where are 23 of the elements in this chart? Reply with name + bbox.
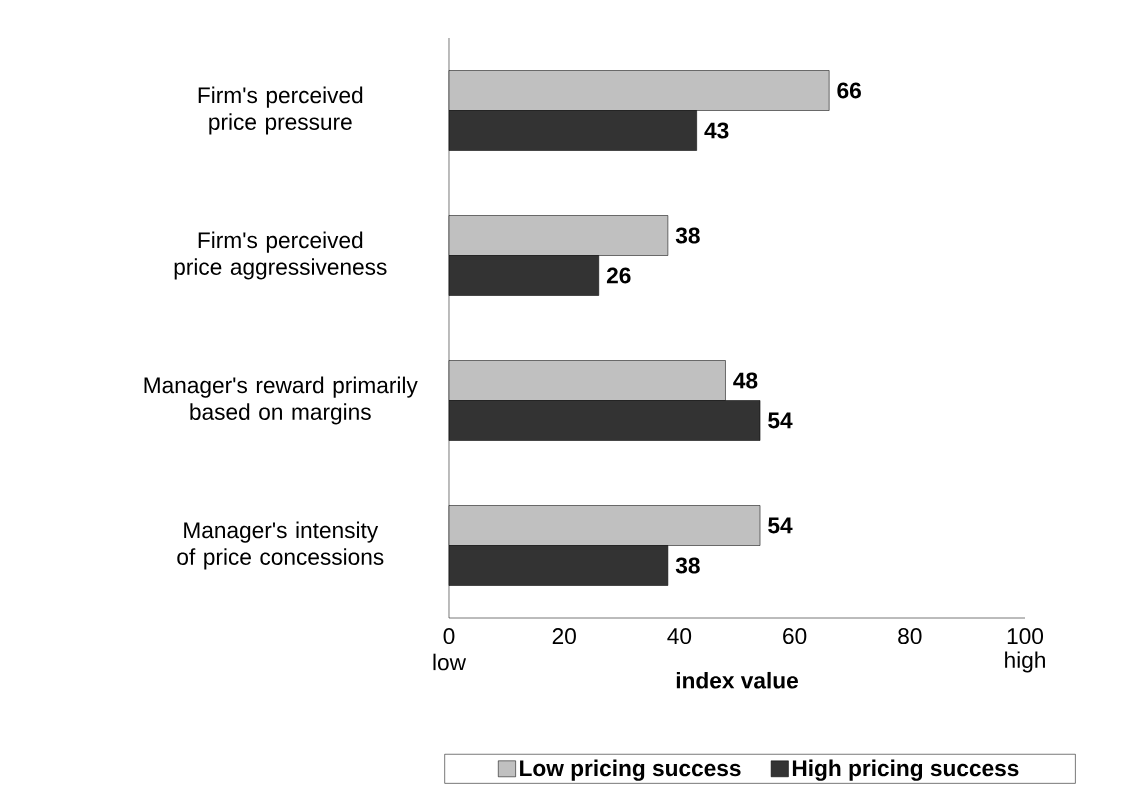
legend-label: High pricing success <box>792 759 1019 781</box>
data-label: 26 <box>606 267 631 284</box>
y-tick-label: Firm's perceived price aggressiveness <box>174 231 387 280</box>
x-tick-label: 40 <box>667 628 692 645</box>
y-tick-label: Manager's reward primarily based on margins <box>144 376 418 425</box>
data-label: 43 <box>704 122 729 139</box>
x-tick-label: 60 <box>783 628 807 645</box>
data-label: 38 <box>675 227 700 244</box>
data-label: 38 <box>675 557 700 574</box>
data-label: 66 <box>837 82 861 99</box>
y-tick-label: Firm's perceived price pressure <box>198 86 363 135</box>
text: low <box>433 653 467 671</box>
x-axis-title: index value <box>676 671 798 689</box>
x-tick-label: 100 <box>1007 628 1044 645</box>
x-tick-label: 80 <box>898 628 922 645</box>
x-tick-label: 0 <box>443 628 455 645</box>
data-label: 48 <box>733 372 758 389</box>
x-tick-label: 20 <box>552 628 576 645</box>
legend-label: Low pricing success <box>520 759 741 781</box>
y-tick-label: Manager's intensity of price concessions <box>177 521 384 570</box>
text: high <box>1005 651 1045 673</box>
data-label: 54 <box>768 412 793 429</box>
data-label: 54 <box>768 517 793 534</box>
